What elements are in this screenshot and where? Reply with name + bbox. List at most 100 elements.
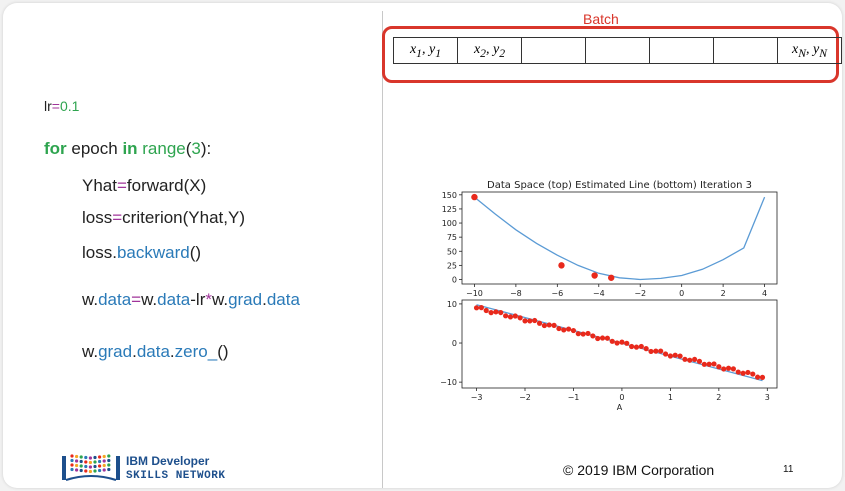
chart-svg: Data Space (top) Estimated Line (bottom)… [440, 180, 778, 412]
top-xtick-label: −4 [593, 289, 605, 298]
bottom-data-point [706, 361, 712, 367]
bottom-data-point [711, 361, 717, 367]
bottom-data-point [716, 364, 722, 370]
bottom-data-point [633, 344, 640, 350]
top-xtick-label: −2 [634, 289, 646, 298]
logo-dot [70, 458, 74, 463]
logo-dot [79, 455, 83, 459]
bottom-ytick-label: −10 [440, 378, 457, 387]
bottom-data-point [503, 313, 509, 319]
top-xtick-label: 2 [721, 289, 726, 298]
bottom-data-point [527, 318, 533, 324]
bottom-data-point [473, 305, 480, 311]
code-zero-line: w.grad.data.zero_() [82, 342, 229, 361]
batch-cell-2: x2, y2 [457, 37, 522, 64]
bottom-data-point [566, 326, 572, 332]
bottom-data-point [522, 318, 528, 324]
top-ytick-label: 125 [442, 205, 457, 214]
top-xtick-label: 4 [762, 289, 767, 298]
logo-dot [79, 459, 83, 464]
top-xtick-label: −10 [466, 289, 483, 298]
logo-dot [84, 469, 88, 473]
logo-dot [98, 464, 102, 468]
bottom-data-point [629, 343, 635, 350]
logo-dot [98, 459, 102, 464]
code-backward-line: loss.backward() [82, 243, 202, 262]
ibm-skills-network-logo [62, 454, 120, 481]
top-ytick-label: 75 [447, 233, 457, 242]
code-for-line: for epoch in range(3): [44, 139, 212, 158]
bottom-data-point [536, 320, 543, 326]
logo-dot [98, 468, 102, 473]
code-yhat-line: Yhat=forward(X) [82, 176, 207, 195]
logo-dot [93, 464, 97, 469]
logo-dot [107, 463, 111, 467]
bottom-xtick-label: 0 [619, 393, 624, 402]
bottom-xtick-label: 3 [765, 393, 770, 402]
logo-dot [70, 454, 74, 458]
bottom-data-point [595, 335, 601, 342]
logo-dot [88, 460, 92, 465]
batch-cell-3 [521, 37, 586, 64]
bottom-data-point [512, 313, 518, 319]
logo-dot [70, 467, 74, 472]
bottom-data-point [687, 357, 693, 363]
logo-dot [93, 455, 97, 460]
bottom-data-point [478, 305, 484, 311]
top-ytick-label: 150 [442, 191, 457, 200]
logo-dot [79, 468, 83, 473]
slide-divider [382, 11, 383, 488]
code-update-line: w.data=w.data-lr*w.grad.data [82, 290, 300, 309]
top-data-point [558, 262, 565, 269]
top-xtick-label: 0 [679, 289, 684, 298]
logo-dot [75, 459, 79, 463]
bottom-data-point [653, 348, 659, 354]
logo-dot [84, 455, 88, 460]
logo-dot [88, 456, 92, 460]
bottom-data-point [638, 343, 644, 350]
bottom-xtick-label: −2 [519, 393, 531, 402]
top-plot-frame [461, 191, 778, 285]
logo-dot [107, 467, 111, 472]
bottom-data-point [721, 366, 727, 372]
bottom-data-point [546, 322, 552, 328]
logo-dot [75, 463, 79, 468]
logo-dot [107, 458, 111, 463]
logo-dot [88, 465, 92, 469]
bottom-xtick-label: −1 [568, 393, 580, 402]
bottom-ytick-label: 10 [447, 300, 457, 309]
bottom-data-point [483, 307, 489, 314]
code-loss-line: loss=criterion(Yhat,Y) [82, 208, 245, 227]
bottom-data-point [755, 374, 761, 380]
top-ytick-label: 0 [452, 275, 457, 284]
copyright-text: © 2019 IBM Corporation [563, 462, 715, 478]
bottom-data-point [672, 352, 678, 358]
bottom-data-point [701, 361, 707, 367]
top-data-point [471, 193, 478, 201]
bottom-data-point [614, 340, 620, 346]
bottom-data-point [696, 358, 703, 364]
bottom-data-point [667, 353, 673, 359]
bottom-data-point [507, 314, 514, 320]
bottom-data-point [692, 356, 698, 363]
bottom-data-point [570, 327, 577, 334]
bottom-data-point [619, 339, 625, 345]
logo-dot [107, 454, 111, 458]
bottom-data-point [517, 315, 523, 321]
logo-dot [75, 468, 79, 472]
top-series-line [473, 196, 766, 281]
chart-figure: Data Space (top) Estimated Line (bottom)… [440, 176, 790, 426]
top-ytick-label: 50 [447, 247, 457, 256]
logo-dot [102, 459, 106, 463]
top-xtick-label: −8 [510, 289, 522, 298]
bottom-data-point [532, 317, 538, 324]
logo-line1: IBM Developer [126, 454, 210, 468]
logo-dot [79, 464, 83, 468]
bottom-data-point [662, 351, 669, 357]
top-chart-title: Data Space (top) Estimated Line (bottom)… [487, 180, 752, 191]
bottom-ytick-label: 0 [452, 339, 457, 348]
bottom-xtick-label: 1 [668, 393, 673, 402]
top-ytick-label: 25 [447, 261, 457, 270]
logo-dot [93, 469, 97, 473]
batch-cell-4 [585, 37, 650, 64]
